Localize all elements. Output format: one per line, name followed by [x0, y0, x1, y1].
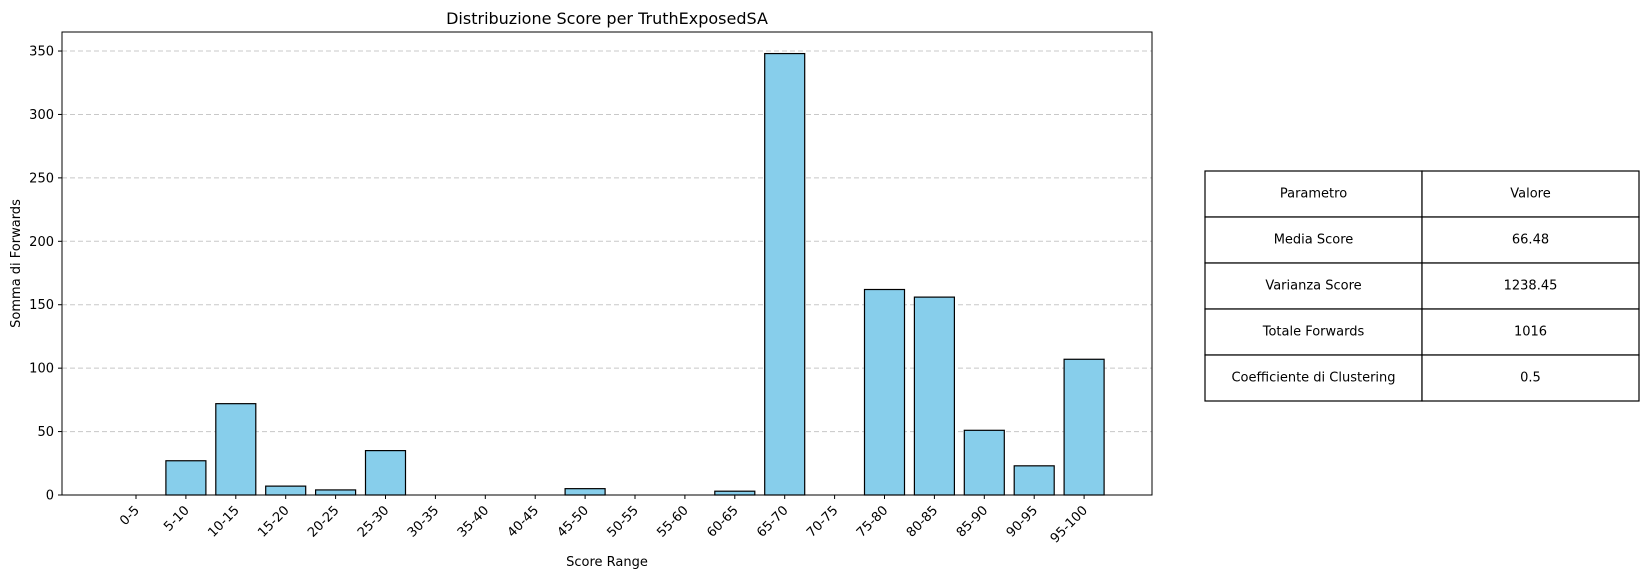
- x-tick-label: 45-50: [555, 503, 592, 540]
- table-cell-border: [1421, 308, 1640, 356]
- bar-75-80: [863, 288, 906, 496]
- chart-title: Distribuzione Score per TruthExposedSA: [446, 9, 768, 28]
- bars: [165, 52, 1105, 496]
- x-tick-label: 80-85: [904, 503, 941, 540]
- y-tick-label: 150: [29, 298, 54, 313]
- x-tick-label: 30-35: [405, 503, 442, 540]
- bar-10-15: [215, 403, 257, 496]
- y-tick-label: 100: [29, 362, 54, 377]
- x-tick-label: 20-25: [305, 503, 342, 540]
- stats-table: Parametro Valore Media Score 66.48 Varia…: [1204, 170, 1640, 402]
- x-tick-label: 5-10: [161, 503, 192, 534]
- x-axis-ticks: 0-5 5-10 10-15 15-20 20-25 25-30 30-35 35-40 40-…: [117, 495, 1091, 546]
- table-cell-border: [1421, 262, 1640, 310]
- bar-15-20: [265, 485, 307, 496]
- y-axis-ticks: 0 50 100 150 200 250 300 350: [29, 45, 62, 504]
- table-cell-value: 66.48: [1512, 233, 1549, 248]
- table-cell-value: 1238.45: [1504, 279, 1558, 294]
- stats-table-cells: [1204, 170, 1640, 402]
- x-tick-label: 85-90: [954, 503, 991, 540]
- bar-5-10: [165, 460, 207, 496]
- table-cell-border: [1204, 354, 1423, 402]
- x-tick-label: 75-80: [854, 503, 891, 540]
- bar-25-30: [364, 450, 407, 496]
- x-tick-label: 60-65: [704, 503, 741, 540]
- x-tick-label: 55-60: [654, 503, 691, 540]
- y-tick-label: 200: [29, 235, 54, 250]
- table-cell-param: Coefficiente di Clustering: [1231, 371, 1395, 386]
- x-tick-label: 35-40: [455, 503, 492, 540]
- table-cell-value: 1016: [1514, 325, 1547, 340]
- bar-60-65: [714, 490, 756, 496]
- bar-90-95: [1013, 465, 1055, 496]
- x-tick-label: 50-55: [605, 503, 642, 540]
- table-cell-param: Varianza Score: [1265, 279, 1361, 294]
- y-tick-label: 250: [29, 171, 54, 186]
- x-tick-label: 90-95: [1004, 503, 1041, 540]
- table-cell-value: 0.5: [1520, 371, 1541, 386]
- y-tick-label: 300: [29, 108, 54, 123]
- table-cell-param: Media Score: [1274, 233, 1354, 248]
- bar-45-50: [564, 488, 606, 496]
- table-header-parametro: Parametro: [1280, 187, 1347, 202]
- table-header-valore: Valore: [1510, 187, 1550, 202]
- x-tick-label: 25-30: [355, 503, 392, 540]
- table-cell-border: [1421, 216, 1640, 264]
- x-axis-label: Score Range: [566, 555, 648, 570]
- plot-frame: [61, 31, 1153, 496]
- bar-80-85: [913, 296, 956, 496]
- x-tick-label: 70-75: [804, 503, 841, 540]
- bar-20-25: [315, 489, 357, 496]
- table-cell-border: [1421, 170, 1640, 218]
- x-tick-label: 95-100: [1048, 503, 1091, 546]
- bar-85-90: [963, 429, 1005, 496]
- x-tick-label: 0-5: [117, 503, 143, 529]
- y-tick-label: 0: [46, 489, 54, 504]
- x-tick-label: 10-15: [205, 503, 242, 540]
- bar-95-100: [1063, 358, 1105, 496]
- y-axis-label: Somma di Forwards: [9, 199, 24, 328]
- bar-65-70: [764, 52, 806, 496]
- y-tick-label: 350: [29, 45, 54, 60]
- table-cell-border: [1421, 354, 1640, 402]
- x-tick-label: 65-70: [754, 503, 791, 540]
- x-tick-label: 40-45: [505, 503, 542, 540]
- table-cell-param: Totale Forwards: [1262, 325, 1365, 340]
- y-tick-label: 50: [37, 425, 54, 440]
- x-tick-label: 15-20: [255, 503, 292, 540]
